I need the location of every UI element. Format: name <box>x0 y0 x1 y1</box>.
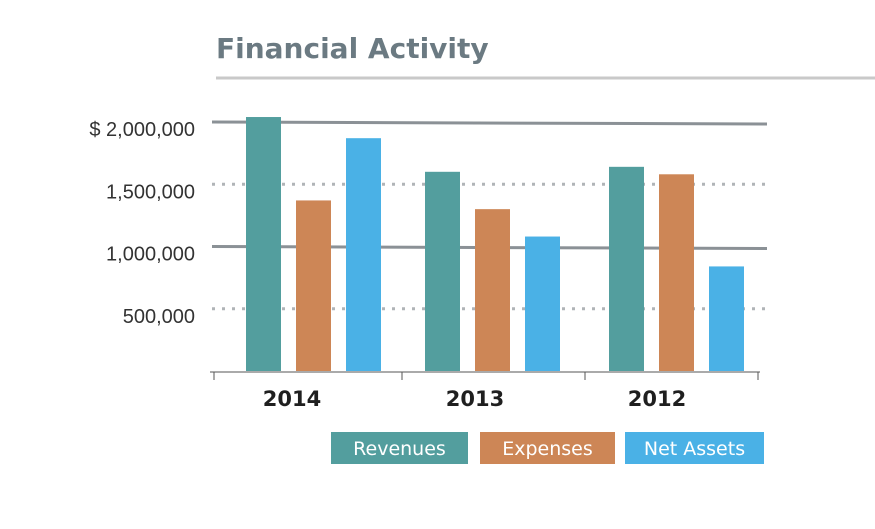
x-tick-label: 2013 <box>446 387 504 411</box>
legend-label: Net Assets <box>644 438 745 460</box>
legend-label: Revenues <box>353 438 446 460</box>
y-tick-label: 1,000,000 <box>106 244 195 266</box>
legend-swatch <box>625 432 764 464</box>
bars <box>246 117 744 372</box>
y-tick-label: $ 2,000,000 <box>89 119 195 141</box>
gridline <box>211 120 768 126</box>
bar-net-assets-2012 <box>709 266 744 371</box>
bar-net-assets-2014 <box>346 138 381 371</box>
x-tick-label: 2014 <box>263 387 321 411</box>
legend-label: Expenses <box>502 438 593 460</box>
bar-expenses-2014 <box>296 200 331 371</box>
y-tick-label: 1,500,000 <box>106 181 195 203</box>
legend-swatch <box>331 432 468 464</box>
bar-revenues-2014 <box>246 117 281 372</box>
legend-swatch <box>480 432 615 464</box>
x-axis <box>210 371 760 380</box>
chart-title: Financial Activity <box>216 32 489 65</box>
bar-revenues-2013 <box>425 171 460 371</box>
x-tick-label: 2012 <box>628 387 686 411</box>
y-tick-label: 500,000 <box>123 306 195 328</box>
bar-net-assets-2013 <box>525 236 560 371</box>
y-axis-tick-labels: $ 2,000,000 1,500,000 1,000,000 500,000 <box>89 119 195 328</box>
x-axis-tick-labels: 2014 2013 2012 <box>263 387 686 411</box>
bar-expenses-2013 <box>475 209 510 371</box>
bar-expenses-2012 <box>659 174 694 371</box>
legend: Revenues Expenses Net Assets <box>331 432 764 464</box>
bar-revenues-2012 <box>609 166 644 371</box>
